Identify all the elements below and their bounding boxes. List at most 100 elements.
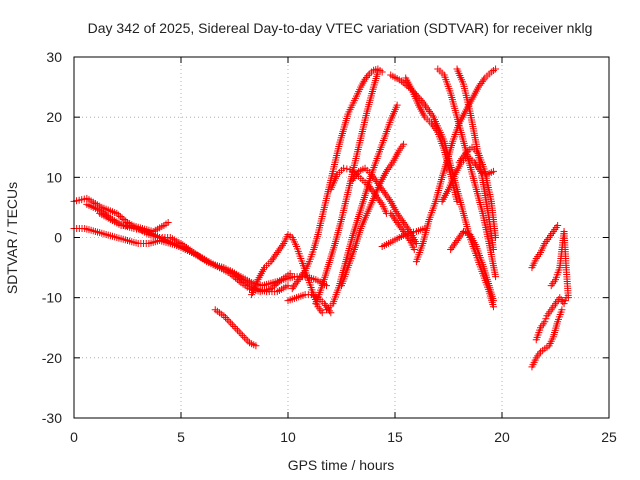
data-point-run: [542, 236, 552, 246]
data-point-run: [230, 323, 243, 336]
data-point: [554, 221, 562, 229]
data-point-run: [544, 308, 554, 318]
data-point: [400, 140, 408, 148]
data-point: [489, 167, 497, 175]
y-tick-label: 30: [46, 49, 62, 65]
data-point-run: [529, 257, 539, 269]
data-point-run: [349, 169, 361, 183]
data-point-run: [462, 228, 472, 237]
data-point-run: [342, 236, 356, 263]
data-point-run: [239, 274, 253, 285]
data-point-run: [452, 160, 464, 176]
data-point: [273, 249, 281, 257]
data-point-run: [375, 181, 387, 195]
data-point-run: [369, 172, 381, 186]
data-point-run: [538, 242, 548, 254]
data-point-run: [538, 320, 547, 330]
data-point-run: [486, 284, 497, 303]
data-point-run: [310, 233, 321, 251]
data-point-run: [367, 184, 378, 198]
data-point-run: [271, 276, 286, 286]
data-point-run: [73, 195, 88, 205]
data-point-run: [85, 196, 104, 210]
data-point-run: [394, 211, 406, 225]
plot-frame: [73, 56, 610, 419]
data-point-run: [319, 263, 332, 288]
series-track-21: [447, 227, 497, 305]
data-point-run: [423, 115, 433, 125]
data-point-run: [467, 232, 479, 249]
data-point-run: [83, 225, 97, 235]
data-point-run: [289, 236, 299, 248]
data-point-run: [454, 229, 466, 243]
data-point-run: [355, 172, 365, 182]
data-point-run: [485, 168, 495, 177]
data-point: [397, 77, 405, 85]
data-point-run: [141, 225, 155, 235]
data-point-run: [239, 332, 252, 345]
data-point-run: [388, 199, 400, 215]
y-tick-label: -20: [42, 350, 62, 366]
data-point-run: [255, 266, 267, 282]
data-point: [470, 158, 478, 166]
data-point-run: [355, 193, 368, 218]
series-track-22: [455, 143, 500, 241]
data-point-run: [413, 242, 426, 263]
data-point: [237, 330, 245, 338]
data-point-run: [126, 237, 140, 247]
data-point-run: [196, 253, 211, 264]
data-point-run: [479, 263, 493, 288]
data-point-run: [397, 142, 406, 152]
data-point-run: [168, 235, 183, 246]
data-point: [365, 182, 373, 190]
data-point-run: [388, 103, 400, 122]
data-point-run: [85, 201, 102, 213]
data-point-run: [73, 224, 86, 232]
data-point: [393, 101, 401, 109]
data-point: [453, 237, 461, 245]
data-point-run: [373, 193, 385, 207]
data-point-run: [397, 230, 410, 240]
data-point-run: [480, 272, 492, 293]
data-point-run: [441, 73, 454, 95]
data-point-run: [314, 215, 326, 236]
series-track-25: [528, 221, 562, 272]
x-tick-label: 25: [601, 429, 617, 445]
data-point-run: [542, 315, 550, 323]
data-point-run: [351, 136, 364, 167]
data-point-run: [327, 161, 339, 182]
data-point: [387, 209, 395, 217]
data-point-run: [345, 103, 355, 116]
data-point-run: [377, 169, 389, 185]
data-point-run: [325, 242, 338, 266]
data-point: [393, 209, 401, 217]
data-point-run: [380, 239, 393, 249]
y-tick-label: 0: [54, 230, 62, 246]
data-point-run: [456, 151, 468, 164]
data-point-run: [379, 203, 389, 215]
data-point-run: [263, 260, 273, 270]
data-point-run: [473, 188, 486, 215]
data-point-run: [464, 145, 474, 155]
data-point-run: [466, 154, 476, 164]
data-point-run: [254, 285, 268, 295]
data-point-run: [147, 237, 161, 247]
data-point-run: [349, 215, 362, 239]
data-point-run: [293, 245, 304, 260]
data-point-run: [249, 278, 261, 297]
data-point-run: [488, 200, 499, 239]
data-point: [410, 246, 418, 254]
data-point-run: [552, 266, 563, 281]
data-point-run: [354, 85, 364, 98]
data-point-run: [454, 67, 467, 86]
data-point-run: [151, 223, 166, 234]
y-axis-label: SDTVAR / TECUs: [4, 182, 20, 294]
data-point-run: [534, 251, 543, 261]
data-point-run: [348, 167, 358, 177]
data-point-run: [401, 220, 413, 234]
data-point-run: [260, 279, 275, 289]
data-point: [267, 258, 275, 266]
data-point-run: [445, 172, 458, 191]
